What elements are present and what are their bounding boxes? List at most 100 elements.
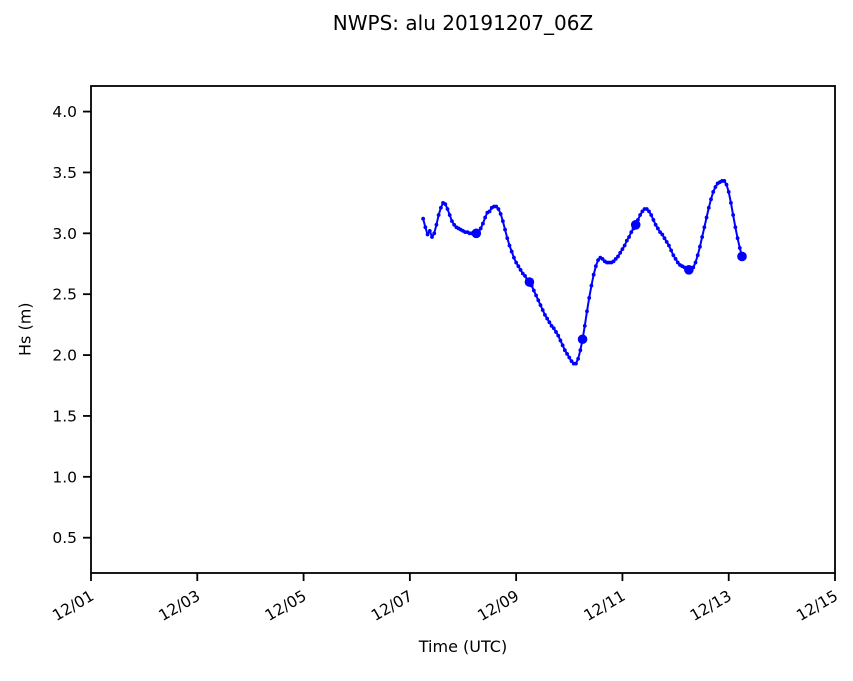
data-point-marker [695,253,700,258]
data-point-marker [483,215,488,220]
data-point-marker [574,361,578,366]
daily-marker [684,265,694,275]
data-point-marker [638,213,643,217]
data-point-marker [432,231,437,236]
data-point-marker [430,235,434,239]
data-point-marker [445,207,450,211]
data-point-marker [675,260,680,265]
data-point-marker [447,213,452,217]
data-point-marker [673,256,678,261]
data-point-marker [698,244,702,249]
data-point-marker [722,179,727,183]
data-point-marker [514,260,519,265]
data-point-marker [505,236,510,241]
data-point-marker [438,205,443,210]
data-point-marker [534,293,538,298]
data-point-marker [596,258,600,262]
data-point-marker [600,256,605,261]
data-point-marker [647,209,651,214]
data-point-marker [616,254,620,259]
data-point-marker [554,330,558,334]
data-point-marker [478,226,483,231]
data-point-marker [691,265,696,270]
y-tick-label: 4.0 [52,103,77,121]
data-point-marker [735,236,740,241]
x-tick-label: 12/15 [793,587,841,625]
data-point-marker [660,232,665,237]
daily-marker [630,220,641,230]
data-point-marker [518,267,523,272]
data-point-marker [436,213,441,217]
chart-title: NWPS: alu 20191207_06Z [332,11,594,35]
data-point-marker [693,260,698,265]
data-point-marker [636,218,640,222]
data-point-marker [737,246,742,250]
data-point-marker [558,338,563,343]
data-point-marker [498,211,503,216]
data-point-marker [589,283,594,288]
y-tick-label: 3.0 [52,225,77,243]
data-point-marker [704,215,709,220]
x-tick-label: 12/09 [474,587,522,625]
data-point-marker [545,316,550,321]
x-axis-label: Time (UTC) [418,637,508,656]
data-point-marker [729,200,733,205]
daily-marker [577,334,588,345]
data-point-marker [629,230,634,235]
data-point-marker [562,348,567,353]
data-point-marker [487,209,492,214]
y-tick-label: 2.5 [52,286,77,304]
data-point-marker [500,219,505,224]
x-tick-label: 12/05 [262,587,310,625]
data-point-marker [622,243,627,248]
data-point-marker [556,333,561,338]
axes-frame [90,85,836,574]
data-point-marker [653,222,658,227]
data-point-marker [711,190,716,194]
data-point-marker [520,271,525,276]
data-point-marker [733,225,738,230]
x-tick-label: 12/07 [368,587,416,625]
data-point-marker [551,326,556,331]
data-point-marker [709,197,713,202]
data-point-marker [549,323,554,328]
data-point-marker [640,209,645,214]
data-point-marker [649,213,654,217]
data-point-marker [587,295,592,300]
x-tick-label: 12/01 [49,587,97,625]
data-point-marker [421,216,426,221]
data-point-marker [726,190,731,194]
data-point-marker [443,202,448,207]
x-tick-label: 12/11 [581,587,629,625]
data-point-marker [713,185,718,189]
data-point-marker [662,236,667,241]
data-point-marker [624,238,629,243]
data-point-marker [538,303,543,308]
data-point-marker [496,207,501,211]
data-point-marker [569,359,574,364]
data-point-marker [512,255,516,260]
data-point-marker [494,204,499,209]
data-point-marker [582,323,587,328]
data-point-marker [509,249,514,254]
data-point-marker [664,239,669,244]
data-point-marker [423,225,428,230]
data-point-marker [531,288,536,293]
data-point-marker [503,227,507,232]
data-point-marker [543,312,547,317]
data-point-marker [540,308,545,312]
data-point-marker [516,264,521,269]
data-point-marker [547,320,552,325]
data-point-marker [651,218,656,222]
y-tick-label: 1.0 [52,468,77,486]
data-point-marker [578,348,583,353]
data-point-marker [700,235,705,239]
data-point-marker [452,222,457,227]
data-point-marker [576,356,581,361]
data-point-marker [731,213,736,217]
y-tick-label: 0.5 [52,529,77,547]
y-tick-label: 3.5 [52,164,77,182]
data-point-marker [450,219,454,224]
